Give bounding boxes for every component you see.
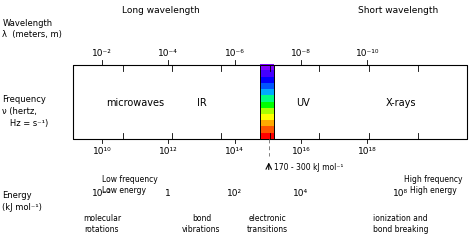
Text: electronic
transitions: electronic transitions: [247, 213, 288, 233]
Bar: [260, 96, 274, 103]
Text: molecular
rotations: molecular rotations: [83, 213, 121, 233]
Bar: [260, 66, 274, 140]
Text: 10¹⁰: 10¹⁰: [92, 146, 111, 155]
Text: 1: 1: [165, 188, 171, 197]
Text: Low frequency
Low energy: Low frequency Low energy: [102, 174, 158, 194]
Text: 170 - 300 kJ mol⁻¹: 170 - 300 kJ mol⁻¹: [274, 162, 343, 171]
Text: bond
vibrations: bond vibrations: [182, 213, 221, 233]
Text: 10¹²: 10¹²: [159, 146, 178, 155]
Text: microwaves: microwaves: [106, 98, 164, 108]
Text: 10⁴: 10⁴: [293, 188, 309, 197]
Text: ionization and
bond breaking: ionization and bond breaking: [373, 213, 428, 233]
Bar: [260, 115, 274, 121]
Text: 10⁻¹⁰: 10⁻¹⁰: [356, 48, 379, 57]
Text: 10⁻⁸: 10⁻⁸: [291, 48, 311, 57]
Bar: [260, 121, 274, 128]
Bar: [260, 90, 274, 97]
Text: High frequency
High energy: High frequency High energy: [404, 174, 463, 194]
Bar: [260, 108, 274, 115]
Text: 10⁻⁴: 10⁻⁴: [158, 48, 178, 57]
Text: X-rays: X-rays: [385, 98, 416, 108]
Bar: [260, 102, 274, 109]
Bar: [260, 71, 274, 78]
Text: Frequency
ν (hertz,
   Hz = s⁻¹): Frequency ν (hertz, Hz = s⁻¹): [2, 95, 49, 127]
Text: 10¹⁸: 10¹⁸: [358, 146, 377, 155]
Text: 10⁻²: 10⁻²: [92, 188, 112, 197]
Text: 10⁸: 10⁸: [393, 188, 408, 197]
Text: 10¹⁶: 10¹⁶: [292, 146, 310, 155]
Text: UV: UV: [296, 98, 310, 108]
Text: Short wavelength: Short wavelength: [358, 6, 438, 15]
Bar: [260, 127, 274, 134]
Bar: [73, 66, 467, 140]
Text: IR: IR: [197, 98, 206, 108]
Bar: [260, 133, 274, 140]
Bar: [260, 65, 274, 72]
Text: Energy
(kJ mol⁻¹): Energy (kJ mol⁻¹): [2, 190, 42, 211]
Text: 10²: 10²: [227, 188, 242, 197]
Bar: [260, 77, 274, 84]
Bar: [260, 84, 274, 90]
Text: Wavelength
λ  (meters, m): Wavelength λ (meters, m): [2, 19, 62, 39]
Text: 10¹⁴: 10¹⁴: [225, 146, 244, 155]
Text: 10⁻⁶: 10⁻⁶: [225, 48, 245, 57]
Text: 10⁻²: 10⁻²: [92, 48, 112, 57]
Text: Long wavelength: Long wavelength: [122, 6, 200, 15]
